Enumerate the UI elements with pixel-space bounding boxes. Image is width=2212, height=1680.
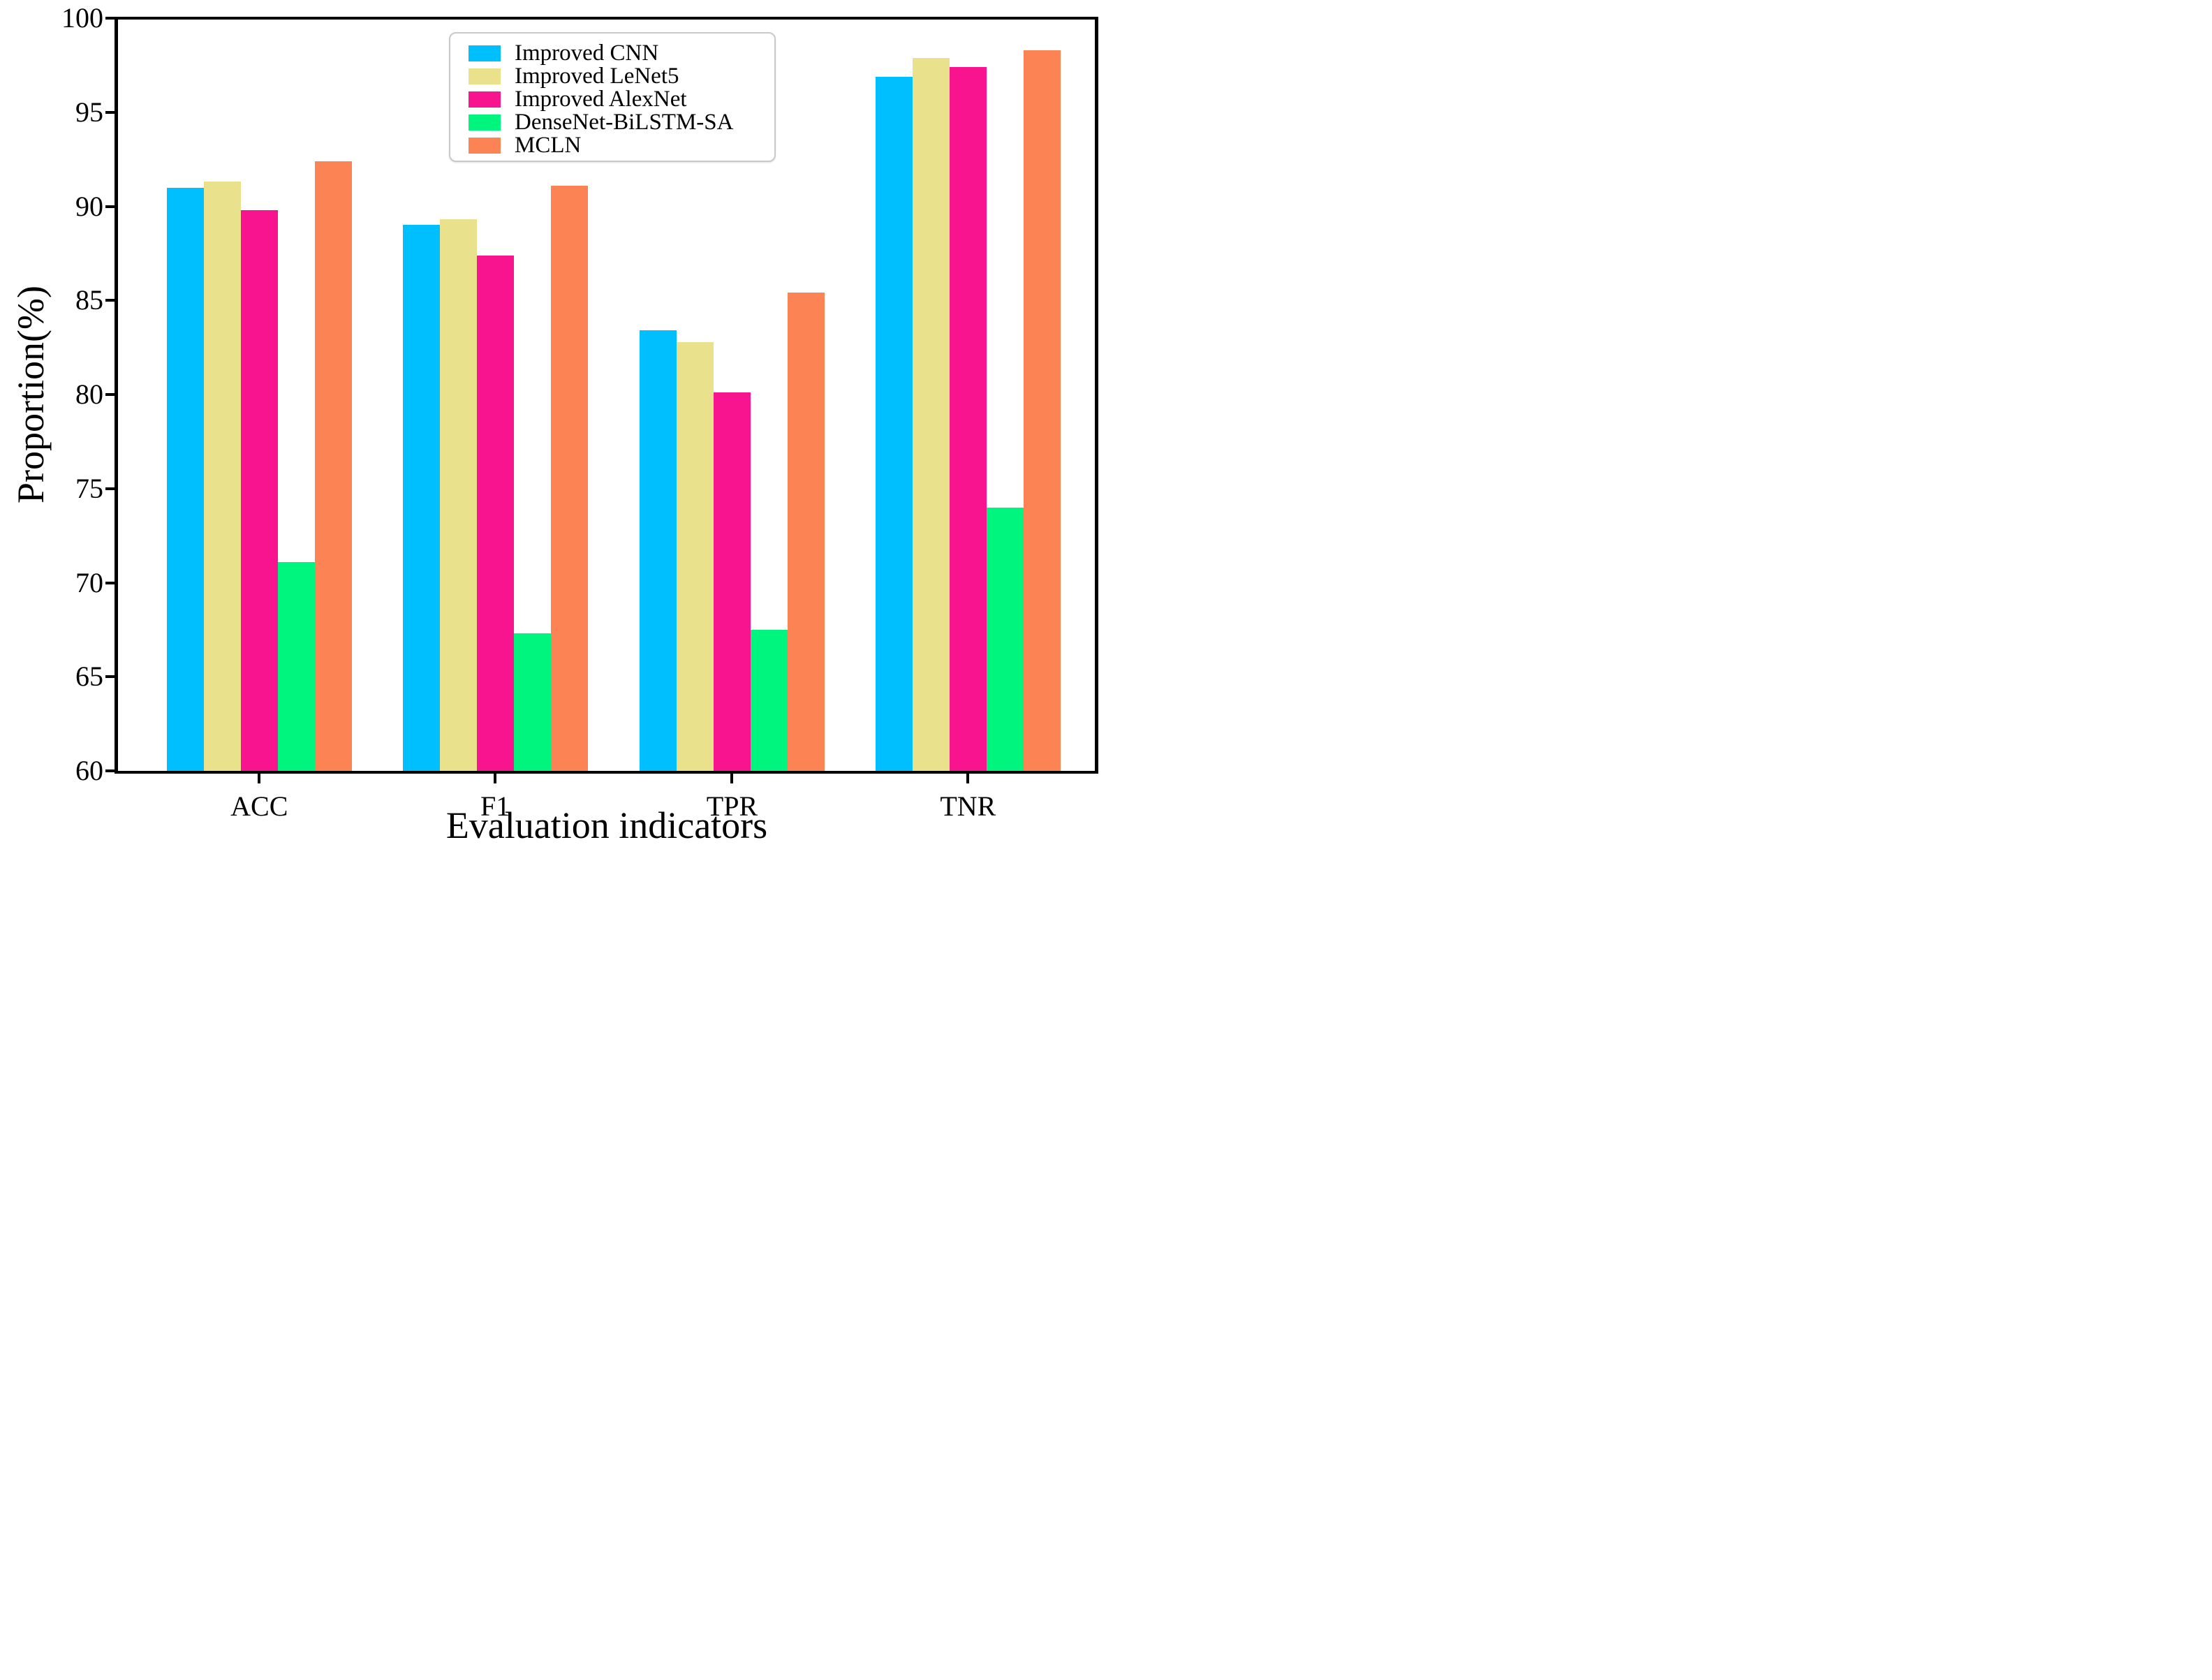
y-tick-label: 60 bbox=[75, 755, 103, 786]
y-tick-label: 65 bbox=[75, 661, 103, 693]
legend-label: MCLN bbox=[515, 133, 582, 158]
y-tick-mark bbox=[105, 769, 117, 772]
y-tick-label: 70 bbox=[75, 566, 103, 598]
x-tick-mark bbox=[494, 772, 497, 783]
legend-label: Improved CNN bbox=[515, 40, 659, 66]
x-tick-mark bbox=[730, 772, 734, 783]
bar-f1-5 bbox=[550, 185, 588, 771]
x-tick-label: F1 bbox=[480, 790, 510, 822]
legend: Improved CNN Improved LeNet5 Improved Al… bbox=[449, 32, 776, 162]
bar-acc-2 bbox=[203, 182, 241, 771]
y-tick-label: 75 bbox=[75, 472, 103, 504]
top-spine bbox=[115, 17, 1098, 20]
y-tick-label: 85 bbox=[75, 284, 103, 316]
bar-tpr-2 bbox=[676, 341, 714, 771]
y-tick-mark bbox=[105, 17, 117, 20]
bar-tnr-4 bbox=[986, 507, 1024, 771]
legend-item: DenseNet-BiLSTM-SA bbox=[469, 110, 767, 135]
legend-swatch-improved-alexnet bbox=[469, 91, 501, 108]
bar-tnr-5 bbox=[1023, 50, 1061, 771]
bar-tnr-3 bbox=[949, 67, 987, 771]
y-tick-mark bbox=[105, 205, 117, 208]
x-tick-label: TPR bbox=[706, 790, 758, 822]
bar-f1-1 bbox=[402, 225, 440, 771]
bar-tpr-5 bbox=[787, 293, 825, 771]
bar-tnr-1 bbox=[875, 76, 913, 771]
legend-item: MCLN bbox=[469, 133, 767, 158]
x-tick-mark bbox=[258, 772, 261, 783]
legend-swatch-improved-cnn bbox=[469, 45, 501, 61]
bar-tnr-2 bbox=[912, 57, 950, 771]
y-tick-label: 100 bbox=[61, 2, 103, 34]
bar-f1-2 bbox=[439, 219, 477, 771]
legend-item: Improved CNN bbox=[469, 40, 767, 66]
bottom-spine bbox=[115, 771, 1098, 774]
y-tick-mark bbox=[105, 110, 117, 114]
y-tick-mark bbox=[105, 581, 117, 584]
legend-item: Improved AlexNet bbox=[469, 87, 767, 112]
x-axis-label: Evaluation indicators bbox=[445, 804, 768, 840]
right-spine bbox=[1095, 17, 1098, 774]
bar-acc-1 bbox=[166, 187, 204, 771]
y-tick-label: 80 bbox=[75, 378, 103, 410]
y-tick-mark bbox=[105, 299, 117, 302]
legend-label: Improved LeNet5 bbox=[515, 64, 679, 89]
bar-f1-4 bbox=[513, 633, 551, 771]
legend-item: Improved LeNet5 bbox=[469, 64, 767, 89]
x-tick-label: ACC bbox=[230, 790, 288, 822]
bar-chart-figure: Proportion(%) Evaluation indicators Impr… bbox=[0, 0, 1106, 840]
bar-tpr-1 bbox=[639, 330, 677, 771]
y-tick-mark bbox=[105, 487, 117, 490]
bar-acc-5 bbox=[314, 161, 352, 771]
legend-label: DenseNet-BiLSTM-SA bbox=[515, 110, 734, 135]
legend-swatch-mcln bbox=[469, 137, 501, 154]
y-tick-label: 95 bbox=[75, 96, 103, 128]
legend-swatch-improved-lenet5 bbox=[469, 68, 501, 84]
y-tick-label: 90 bbox=[75, 190, 103, 222]
bar-acc-3 bbox=[240, 209, 278, 771]
bar-tpr-3 bbox=[713, 392, 751, 771]
y-tick-mark bbox=[105, 675, 117, 679]
bar-acc-4 bbox=[277, 561, 315, 771]
x-tick-mark bbox=[966, 772, 970, 783]
x-tick-label: TNR bbox=[940, 790, 996, 822]
legend-label: Improved AlexNet bbox=[515, 87, 687, 112]
legend-swatch-densenet-bilstm-sa bbox=[469, 114, 501, 131]
y-tick-mark bbox=[105, 393, 117, 396]
bar-f1-3 bbox=[476, 255, 514, 771]
bar-tpr-4 bbox=[750, 629, 788, 771]
